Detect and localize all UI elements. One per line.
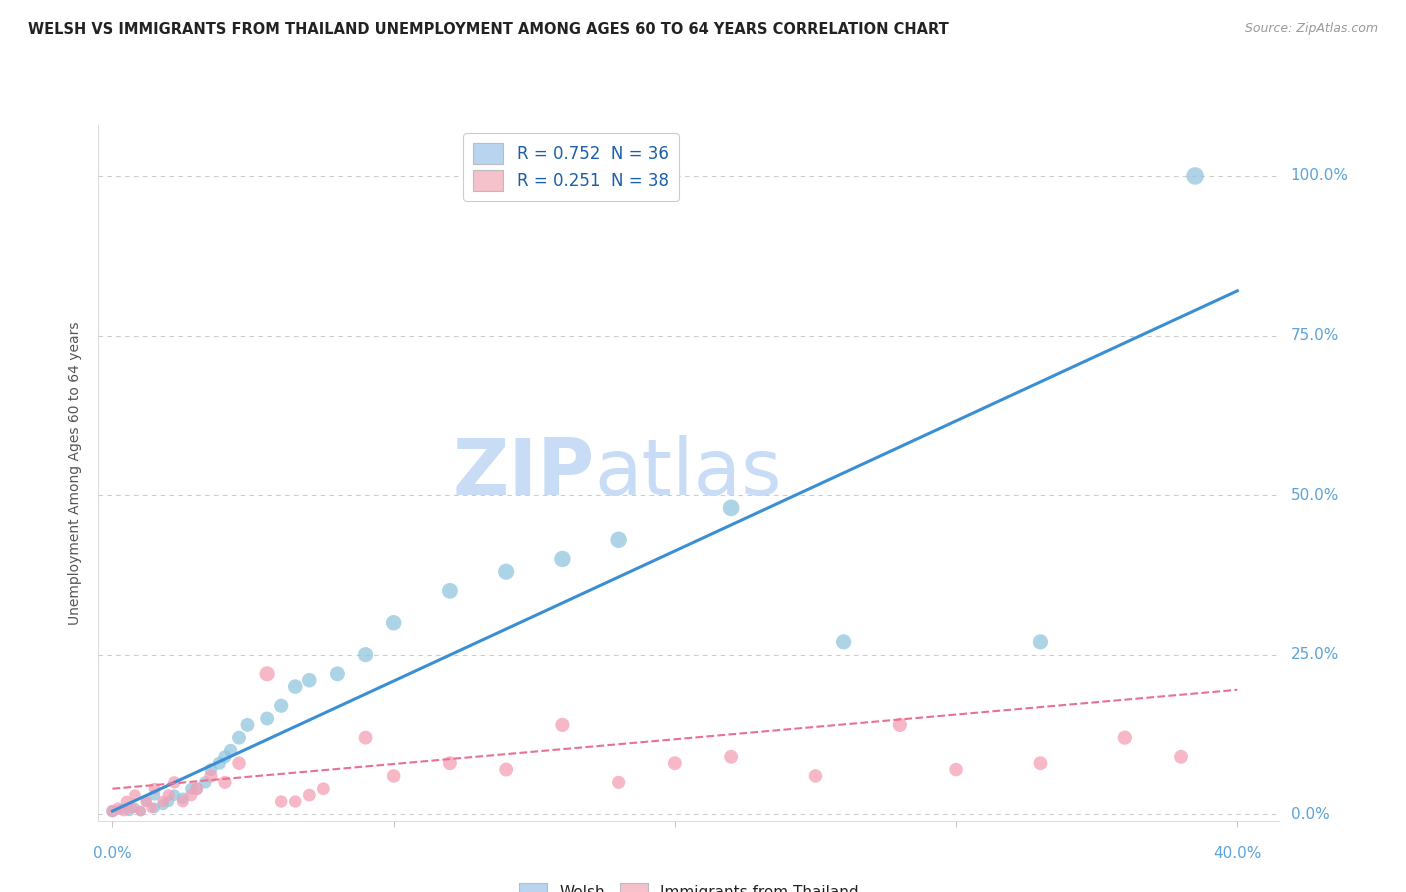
- Point: [157, 795, 180, 809]
- Point: [101, 804, 124, 818]
- Point: [228, 731, 250, 745]
- Point: [112, 804, 135, 818]
- Point: [439, 583, 461, 598]
- Point: [200, 763, 222, 777]
- Point: [720, 500, 742, 515]
- Point: [720, 749, 742, 764]
- Point: [124, 801, 146, 815]
- Point: [382, 769, 405, 783]
- Text: WELSH VS IMMIGRANTS FROM THAILAND UNEMPLOYMENT AMONG AGES 60 TO 64 YEARS CORRELA: WELSH VS IMMIGRANTS FROM THAILAND UNEMPL…: [28, 22, 949, 37]
- Point: [200, 769, 222, 783]
- Point: [157, 788, 180, 802]
- Point: [228, 756, 250, 771]
- Point: [208, 756, 231, 771]
- Point: [312, 781, 335, 796]
- Point: [135, 795, 157, 809]
- Point: [214, 775, 236, 789]
- Point: [256, 666, 278, 681]
- Point: [172, 791, 194, 805]
- Point: [121, 801, 143, 815]
- Text: 0.0%: 0.0%: [1291, 806, 1329, 822]
- Legend: Welsh, Immigrants from Thailand: Welsh, Immigrants from Thailand: [513, 877, 865, 892]
- Point: [180, 788, 202, 802]
- Point: [284, 795, 307, 809]
- Point: [186, 781, 208, 796]
- Text: ZIP: ZIP: [453, 434, 595, 511]
- Point: [194, 775, 217, 789]
- Text: 25.0%: 25.0%: [1291, 648, 1339, 662]
- Point: [219, 743, 242, 757]
- Point: [180, 781, 202, 796]
- Point: [382, 615, 405, 630]
- Point: [152, 797, 174, 812]
- Point: [495, 565, 517, 579]
- Point: [551, 552, 574, 566]
- Point: [804, 769, 827, 783]
- Point: [298, 788, 321, 802]
- Point: [945, 763, 967, 777]
- Point: [124, 788, 146, 802]
- Point: [107, 801, 129, 815]
- Point: [284, 680, 307, 694]
- Text: 50.0%: 50.0%: [1291, 488, 1339, 502]
- Text: 40.0%: 40.0%: [1213, 846, 1261, 861]
- Point: [1184, 169, 1206, 183]
- Point: [214, 749, 236, 764]
- Point: [495, 763, 517, 777]
- Point: [889, 718, 911, 732]
- Y-axis label: Unemployment Among Ages 60 to 64 years: Unemployment Among Ages 60 to 64 years: [69, 321, 83, 624]
- Point: [236, 718, 259, 732]
- Text: Source: ZipAtlas.com: Source: ZipAtlas.com: [1244, 22, 1378, 36]
- Text: atlas: atlas: [595, 434, 782, 511]
- Point: [135, 795, 157, 809]
- Point: [1029, 635, 1052, 649]
- Point: [832, 635, 855, 649]
- Point: [143, 781, 166, 796]
- Point: [1170, 749, 1192, 764]
- Text: 0.0%: 0.0%: [93, 846, 132, 861]
- Point: [1029, 756, 1052, 771]
- Point: [163, 788, 186, 802]
- Point: [607, 533, 630, 547]
- Point: [326, 666, 349, 681]
- Point: [256, 712, 278, 726]
- Point: [129, 804, 152, 818]
- Text: 75.0%: 75.0%: [1291, 328, 1339, 343]
- Point: [101, 804, 124, 818]
- Point: [129, 804, 152, 818]
- Point: [118, 804, 141, 818]
- Point: [1114, 731, 1136, 745]
- Point: [270, 795, 292, 809]
- Point: [354, 648, 377, 662]
- Point: [115, 795, 138, 809]
- Text: 100.0%: 100.0%: [1291, 169, 1348, 184]
- Point: [607, 775, 630, 789]
- Point: [186, 781, 208, 796]
- Point: [270, 698, 292, 713]
- Point: [143, 801, 166, 815]
- Point: [152, 795, 174, 809]
- Point: [551, 718, 574, 732]
- Point: [439, 756, 461, 771]
- Point: [141, 801, 163, 815]
- Point: [163, 775, 186, 789]
- Point: [143, 788, 166, 802]
- Point: [298, 673, 321, 688]
- Point: [110, 802, 132, 816]
- Point: [664, 756, 686, 771]
- Point: [354, 731, 377, 745]
- Point: [172, 795, 194, 809]
